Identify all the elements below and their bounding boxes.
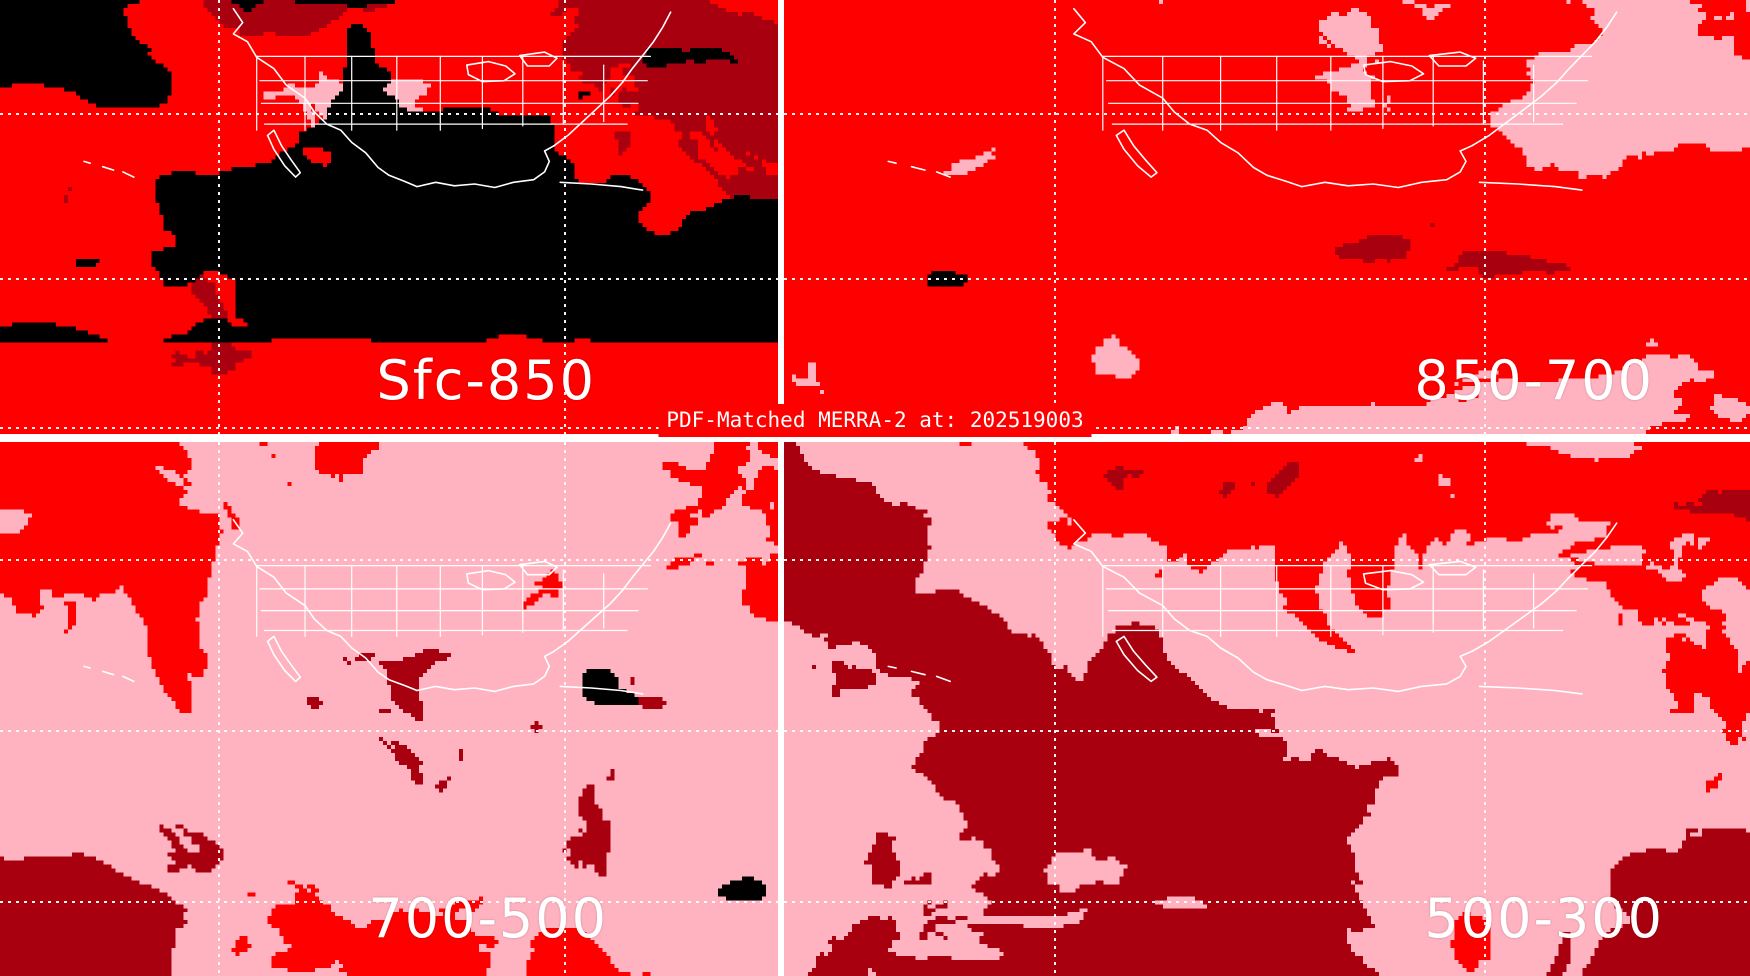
panel-label-sfc-850: Sfc-850 — [376, 349, 596, 412]
panel-500-300[interactable]: 500-300 — [784, 442, 1750, 976]
vertical-divider-bottom — [778, 442, 784, 976]
panel-label-500-300: 500-300 — [1424, 887, 1664, 950]
panel-700-500[interactable]: 700-500 — [0, 442, 778, 976]
panel-sfc-850[interactable]: Sfc-850 — [0, 0, 778, 434]
panel-850-700[interactable]: 850-700 — [784, 0, 1750, 434]
horizontal-divider — [0, 434, 1750, 442]
panel-label-850-700: 850-700 — [1414, 349, 1654, 412]
vertical-divider-top — [778, 0, 784, 434]
figure-title: PDF-Matched MERRA-2 at: 202519003 — [658, 404, 1092, 437]
panel-label-700-500: 700-500 — [368, 887, 608, 950]
